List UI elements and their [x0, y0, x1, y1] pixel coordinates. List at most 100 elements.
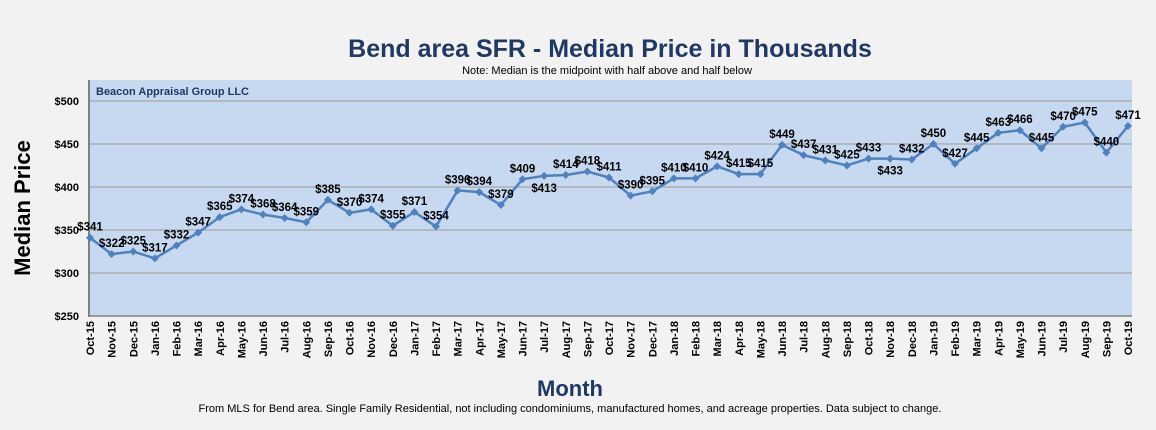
x-tick-label: Jun-16: [258, 321, 270, 356]
x-tick-label: Jul-17: [539, 321, 551, 353]
data-label: $413: [531, 183, 557, 195]
data-label: $371: [402, 196, 428, 208]
x-tick-label: Apr-16: [215, 321, 227, 356]
data-label: $427: [942, 148, 968, 160]
data-point: [669, 174, 678, 183]
data-point: [756, 170, 765, 179]
data-point: [842, 161, 851, 170]
data-point: [302, 218, 311, 227]
data-point: [194, 228, 203, 237]
x-tick-label: Oct-16: [345, 321, 357, 355]
x-tick-label: Apr-19: [993, 321, 1005, 356]
x-tick-label: Feb-19: [950, 321, 962, 356]
data-point: [561, 170, 570, 179]
data-label: $425: [834, 150, 860, 162]
data-point: [605, 173, 613, 182]
data-point: [367, 205, 376, 214]
data-point: [496, 201, 505, 210]
data-point: [540, 171, 549, 180]
data-point: [713, 162, 722, 171]
x-tick-label: May-19: [1015, 321, 1027, 358]
x-tick-label: Feb-18: [691, 321, 703, 356]
x-tick-label: Sep-16: [323, 321, 335, 357]
data-label: $347: [185, 217, 211, 229]
data-label: $445: [964, 132, 990, 144]
data-label: $411: [597, 162, 623, 174]
y-tick-label: $250: [55, 311, 79, 323]
x-tick-label: Feb-16: [172, 321, 184, 356]
data-point: [475, 188, 484, 197]
data-label: $410: [661, 162, 687, 174]
data-label: $437: [791, 139, 817, 151]
x-tick-label: Feb-17: [431, 321, 443, 356]
data-label: $355: [380, 210, 406, 222]
x-tick-label: Dec-15: [128, 321, 140, 357]
x-tick-label: Oct-17: [604, 321, 616, 355]
data-label: $332: [164, 229, 190, 241]
data-label: $445: [1029, 132, 1055, 144]
footnote: From MLS for Bend area. Single Family Re…: [199, 403, 942, 415]
data-point: [994, 128, 1003, 137]
x-tick-label: Apr-18: [734, 321, 746, 356]
x-tick-label: Jan-17: [409, 321, 421, 356]
data-label: $364: [272, 202, 298, 214]
data-label: $359: [293, 206, 319, 218]
plot-area: [89, 80, 1132, 316]
data-label: $414: [553, 159, 579, 171]
data-point: [410, 207, 419, 216]
data-point: [972, 144, 981, 153]
x-tick-label: May-17: [496, 321, 508, 358]
data-label: $433: [856, 143, 882, 155]
data-label: $385: [315, 184, 341, 196]
data-label: $368: [250, 199, 276, 211]
y-tick-label: $500: [55, 96, 79, 108]
data-label: $470: [1050, 111, 1076, 123]
data-point: [86, 233, 94, 242]
series-markers: [86, 118, 1132, 263]
data-point: [215, 213, 224, 222]
y-axis-title: Median Price: [10, 140, 35, 276]
data-point: [907, 155, 916, 164]
x-tick-label: Sep-18: [842, 321, 854, 357]
data-point: [929, 140, 938, 148]
data-point: [734, 170, 743, 179]
gridlines: [89, 100, 1132, 274]
data-point: [107, 250, 116, 259]
data-point: [951, 159, 959, 168]
data-label: $325: [120, 236, 146, 248]
data-point: [799, 151, 808, 160]
data-point: [388, 221, 397, 230]
x-tick-label: Dec-18: [907, 321, 919, 357]
data-point: [345, 208, 354, 217]
data-point: [864, 154, 873, 163]
data-point: [691, 174, 700, 183]
x-axis-title: Month: [537, 376, 603, 401]
x-tick-label: Mar-17: [453, 321, 465, 356]
data-label: $424: [704, 150, 730, 162]
data-label: $396: [445, 174, 471, 186]
data-label: $374: [358, 193, 384, 205]
data-point: [626, 191, 635, 200]
data-point: [518, 175, 527, 184]
x-tick-label: Jul-18: [799, 321, 811, 353]
x-tick-label: May-18: [755, 321, 767, 358]
data-point: [821, 156, 830, 165]
data-label: $354: [423, 211, 449, 223]
data-label: $415: [726, 158, 752, 170]
data-point: [453, 186, 462, 195]
x-tick-label: Sep-17: [582, 321, 594, 357]
x-tick-label: Jun-18: [777, 321, 789, 356]
data-label: $432: [899, 143, 925, 155]
data-point: [150, 254, 159, 263]
y-tick-labels: $250 $300 $350 $400 $450 $500: [55, 96, 79, 323]
data-label: $415: [748, 158, 774, 170]
data-point: [1124, 121, 1132, 130]
x-tick-label: Oct-18: [864, 321, 876, 355]
x-tick-label: Oct-19: [1123, 321, 1135, 355]
right-margin: [1135, 0, 1156, 430]
data-label: $365: [207, 201, 233, 213]
data-label: $418: [575, 156, 601, 168]
x-tick-label: Jan-19: [928, 321, 940, 356]
data-label: $475: [1072, 107, 1098, 119]
